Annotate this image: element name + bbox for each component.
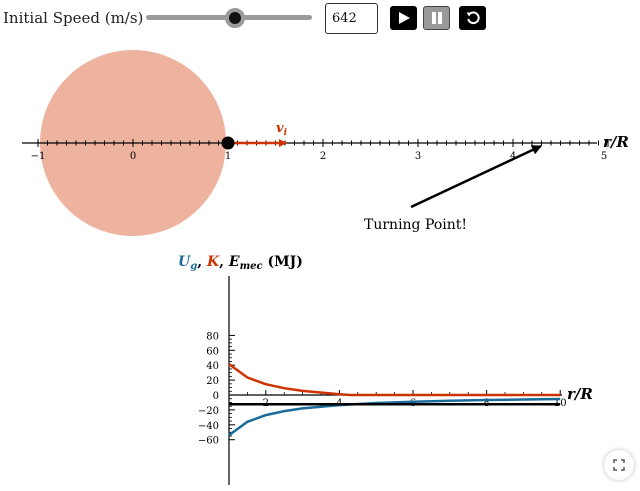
fullscreen-button[interactable]	[604, 450, 634, 480]
y-tick-label: −60	[198, 436, 219, 447]
pause-button[interactable]	[423, 6, 450, 30]
series-k-line	[228, 363, 561, 397]
graph-xlabel: r/R	[567, 385, 593, 403]
axis-tick-label: 2	[320, 151, 326, 162]
axis-tick-labels: −1 0 1 2 3 4 5	[31, 151, 608, 162]
speed-label: Initial Speed (m/s)	[3, 9, 144, 27]
axis-tick-label: 5	[601, 151, 607, 162]
reset-button[interactable]	[459, 6, 486, 30]
axis-label: r/R	[603, 133, 629, 151]
speed-input[interactable]	[325, 3, 378, 34]
axis-tick-label: 0	[130, 151, 136, 162]
reset-icon	[466, 11, 480, 25]
y-tick-label: 0	[213, 391, 219, 402]
graph-ylabel: Ug, K, Emec (MJ)	[178, 254, 303, 272]
play-icon	[398, 12, 410, 24]
turning-point-arrow	[410, 144, 542, 209]
axis-tick-label: 1	[225, 151, 231, 162]
axis-tick-label: 3	[415, 151, 421, 162]
velocity-label: vi	[276, 121, 288, 138]
turning-point-label: Turning Point!	[364, 217, 467, 233]
graph-series	[228, 363, 561, 437]
y-tick-label: 60	[206, 346, 219, 357]
fullscreen-icon	[613, 459, 625, 471]
projectile	[221, 136, 235, 150]
axis-ticks	[37, 139, 609, 147]
speed-slider-thumb[interactable]	[224, 8, 245, 28]
axis-tick-label: −1	[31, 151, 46, 162]
pause-icon	[431, 12, 442, 24]
axis-tick-label: 4	[510, 151, 516, 162]
y-tick-label: 40	[206, 361, 219, 372]
y-tick-label: 80	[206, 331, 219, 342]
orbit-diagram: −1 0 1 2 3 4 5 r/R vi Turning Point!	[22, 50, 629, 236]
y-tick-label: 20	[206, 376, 219, 387]
y-tick-label: −20	[198, 406, 219, 417]
controls-bar: Initial Speed (m/s)	[0, 0, 640, 38]
y-tick-label: −40	[198, 421, 219, 432]
play-button[interactable]	[390, 6, 417, 30]
